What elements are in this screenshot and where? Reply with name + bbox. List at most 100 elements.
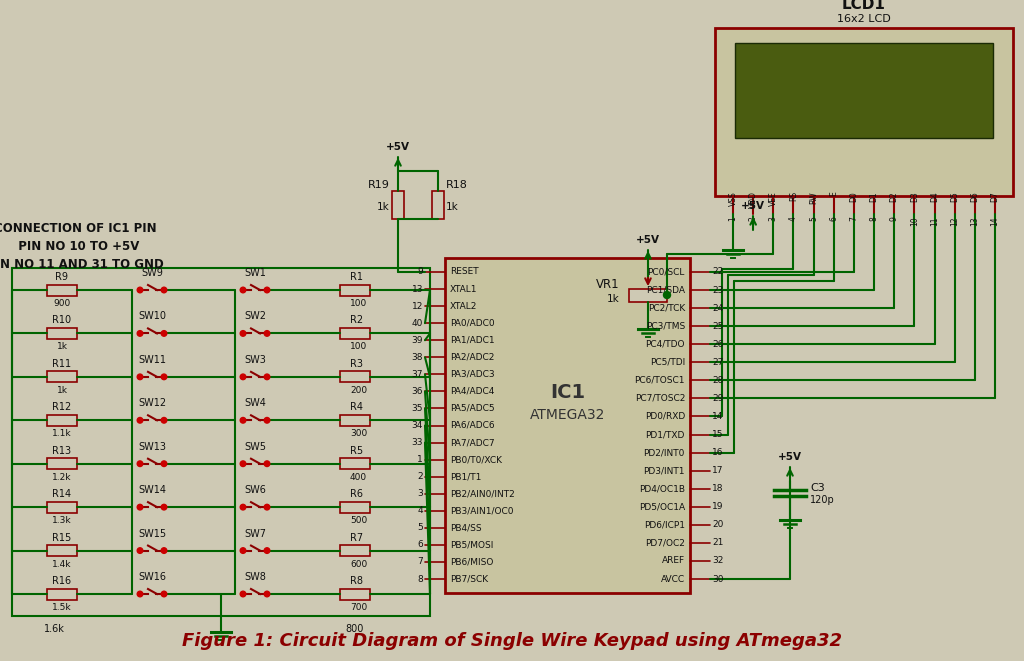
Circle shape [161, 548, 167, 553]
Text: 17: 17 [712, 466, 724, 475]
Text: 38: 38 [412, 353, 423, 362]
Text: 11: 11 [930, 216, 939, 225]
Text: PC3/TMS: PC3/TMS [646, 322, 685, 330]
Circle shape [137, 374, 142, 379]
Text: SW13: SW13 [138, 442, 166, 451]
Circle shape [137, 461, 142, 467]
Text: R15: R15 [52, 533, 72, 543]
Text: 2: 2 [418, 472, 423, 481]
Circle shape [264, 504, 269, 510]
Text: 1k: 1k [446, 202, 459, 212]
Bar [629, 288, 667, 301]
Text: 100: 100 [350, 342, 368, 352]
Text: 1k: 1k [56, 342, 68, 352]
Text: +5V: +5V [778, 452, 802, 462]
Circle shape [241, 330, 246, 336]
Circle shape [264, 374, 269, 379]
Circle shape [137, 591, 142, 597]
Text: PC1/SDA: PC1/SDA [646, 286, 685, 295]
Text: SW14: SW14 [138, 485, 166, 495]
Circle shape [137, 548, 142, 553]
Text: SW16: SW16 [138, 572, 166, 582]
Text: C3: C3 [810, 483, 824, 493]
Text: D7: D7 [990, 191, 999, 202]
Text: PB5/MOSI: PB5/MOSI [450, 541, 494, 549]
Text: LCD1: LCD1 [842, 0, 886, 12]
Circle shape [137, 504, 142, 510]
Text: 800: 800 [346, 624, 365, 634]
Text: 1.2k: 1.2k [52, 473, 72, 482]
Bar [340, 284, 370, 295]
Text: 4: 4 [418, 506, 423, 516]
Text: 24: 24 [712, 303, 723, 313]
Text: 16: 16 [712, 448, 724, 457]
Text: 1.4k: 1.4k [52, 560, 72, 568]
Text: PA6/ADC6: PA6/ADC6 [450, 421, 495, 430]
Text: D4: D4 [930, 191, 939, 202]
Text: 1k: 1k [377, 202, 390, 212]
Text: PC7/TOSC2: PC7/TOSC2 [635, 394, 685, 403]
Text: 300: 300 [350, 429, 368, 438]
Text: SW5: SW5 [244, 442, 266, 451]
Text: 13: 13 [971, 216, 979, 225]
Text: 4: 4 [788, 216, 798, 221]
Circle shape [241, 374, 246, 379]
Text: 29: 29 [712, 394, 723, 403]
Text: IC1: IC1 [550, 383, 585, 401]
Text: VSS: VSS [728, 191, 737, 206]
Bar [340, 502, 370, 513]
Text: PD7/OC2: PD7/OC2 [645, 538, 685, 547]
Text: 10: 10 [910, 216, 919, 225]
Text: SW10: SW10 [138, 311, 166, 321]
Text: PD0/RXD: PD0/RXD [645, 412, 685, 421]
Text: Figure 1: Circuit Diagram of Single Wire Keypad using ATmega32: Figure 1: Circuit Diagram of Single Wire… [182, 632, 842, 650]
Text: AVCC: AVCC [660, 574, 685, 584]
Text: R4: R4 [350, 403, 362, 412]
Circle shape [264, 461, 269, 467]
Text: D3: D3 [910, 191, 919, 202]
Text: 500: 500 [350, 516, 368, 525]
Text: PB3/AIN1/OC0: PB3/AIN1/OC0 [450, 506, 513, 516]
Bar [340, 588, 370, 600]
Bar [392, 191, 404, 219]
Text: D0: D0 [850, 191, 858, 202]
Circle shape [161, 330, 167, 336]
Text: 14: 14 [990, 216, 999, 225]
Circle shape [241, 418, 246, 423]
Text: SW4: SW4 [244, 399, 266, 408]
Text: PA0/ADC0: PA0/ADC0 [450, 319, 495, 328]
Text: 3: 3 [769, 216, 778, 221]
Circle shape [161, 461, 167, 467]
Text: 39: 39 [412, 336, 423, 345]
Text: 900: 900 [53, 299, 71, 308]
Text: PB4/SS: PB4/SS [450, 524, 481, 532]
Text: 5: 5 [417, 524, 423, 532]
Text: 23: 23 [712, 286, 723, 295]
Text: PA5/ADC5: PA5/ADC5 [450, 404, 495, 413]
Text: PA2/ADC2: PA2/ADC2 [450, 353, 495, 362]
Text: 1.3k: 1.3k [52, 516, 72, 525]
Text: XTAL2: XTAL2 [450, 301, 477, 311]
Circle shape [161, 287, 167, 293]
Text: VR1: VR1 [596, 278, 620, 292]
Circle shape [264, 418, 269, 423]
Text: 1.5k: 1.5k [52, 603, 72, 612]
Text: PC4/TDO: PC4/TDO [645, 340, 685, 349]
Text: D1: D1 [869, 191, 879, 202]
Text: PB0/T0/XCK: PB0/T0/XCK [450, 455, 502, 464]
Text: 14: 14 [712, 412, 723, 421]
Text: SW7: SW7 [244, 529, 266, 539]
Text: 40: 40 [412, 319, 423, 328]
Circle shape [264, 548, 269, 553]
Bar [340, 415, 370, 426]
Text: 600: 600 [350, 560, 368, 568]
Text: VDD: VDD [749, 191, 758, 208]
Text: 18: 18 [712, 485, 724, 493]
Text: 12: 12 [412, 301, 423, 311]
Text: 200: 200 [350, 386, 368, 395]
Text: PD1/TXD: PD1/TXD [645, 430, 685, 439]
Text: 12: 12 [950, 216, 959, 225]
Text: PD6/ICP1: PD6/ICP1 [644, 520, 685, 529]
Text: 13: 13 [412, 284, 423, 293]
Text: R18: R18 [446, 180, 468, 190]
